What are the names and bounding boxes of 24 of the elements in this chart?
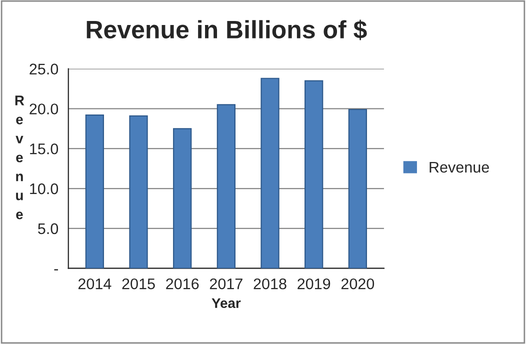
bar (348, 108, 367, 268)
x-tick-label: 2015 (122, 278, 155, 290)
x-tick-label: 2018 (254, 278, 286, 290)
bar (173, 128, 192, 268)
y-tick-label: 20.0 (30, 104, 58, 114)
bar (129, 115, 148, 268)
y-tick-label: 25.0 (30, 64, 58, 74)
bar (216, 104, 236, 268)
bar (260, 78, 280, 268)
x-tick-label: 2016 (166, 278, 199, 290)
bar (85, 114, 104, 268)
y-tick-label: 5.0 (38, 223, 58, 234)
chart-title: Revenue in Billions of $ (86, 20, 367, 40)
y-axis-title: Revenue (15, 96, 24, 220)
legend-label: Revenue (430, 162, 489, 173)
y-tick-label: - (54, 269, 58, 270)
x-tick-label: 2020 (341, 278, 374, 290)
x-tick-label: 2019 (298, 278, 330, 290)
x-tick-label: 2014 (78, 278, 112, 290)
y-tick-label: 15.0 (30, 143, 58, 154)
y-tick-label: 10.0 (30, 183, 58, 194)
x-tick-label: 2017 (210, 278, 242, 290)
bar (304, 80, 324, 268)
x-axis-title: Year (212, 298, 241, 308)
